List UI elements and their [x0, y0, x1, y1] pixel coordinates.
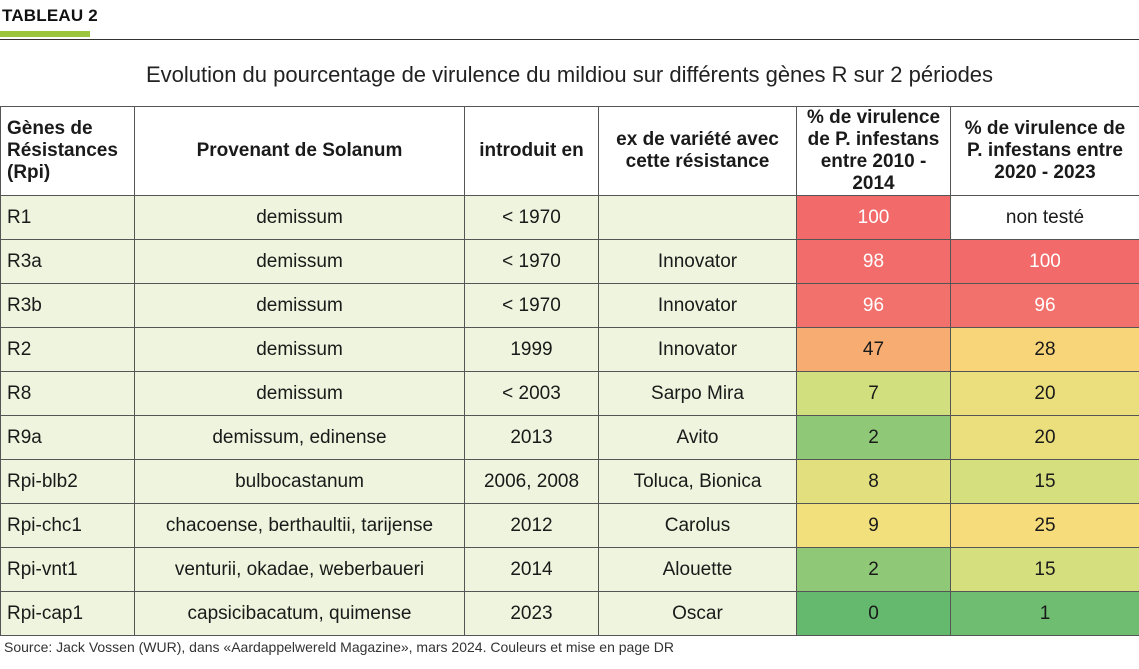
table-body: R1 demissum < 1970 100 non testé R3a demissum <… — [0, 195, 1139, 636]
cell-source: demissum — [134, 283, 465, 328]
table-row: Rpi-vnt1 venturii, okadae, weberbaueri 201… — [0, 547, 1139, 592]
cell-introduced: < 1970 — [464, 239, 599, 284]
header-divider — [0, 39, 1139, 40]
cell-introduced: < 1970 — [464, 283, 599, 328]
header-row: Gènes de Résistances (Rpi) Provenant de … — [0, 106, 1139, 196]
cell-virulence-2020: 1 — [950, 591, 1139, 636]
cell-gene: Rpi-blb2 — [0, 459, 135, 504]
table-row: R8 demissum < 2003 Sarpo Mira 7 20 — [0, 371, 1139, 416]
cell-gene: R2 — [0, 327, 135, 372]
table-row: Rpi-blb2 bulbocastanum 2006, 2008 Toluca, B… — [0, 459, 1139, 504]
cell-virulence-2010: 98 — [796, 239, 951, 284]
cell-virulence-2020: 96 — [950, 283, 1139, 328]
source-note: Source: Jack Vossen (WUR), dans «Aardapp… — [4, 639, 674, 655]
cell-virulence-2010: 7 — [796, 371, 951, 416]
table-row: R3b demissum < 1970 Innovator 96 96 — [0, 283, 1139, 328]
cell-virulence-2020: 15 — [950, 459, 1139, 504]
cell-gene: Rpi-vnt1 — [0, 547, 135, 592]
cell-virulence-2020: 100 — [950, 239, 1139, 284]
cell-virulence-2010: 47 — [796, 327, 951, 372]
header-virulence-2010: % de virulence de P. infestans entre 201… — [796, 106, 951, 196]
cell-gene: R8 — [0, 371, 135, 416]
cell-variety: Innovator — [598, 327, 797, 372]
cell-virulence-2010: 2 — [796, 415, 951, 460]
cell-variety: Oscar — [598, 591, 797, 636]
cell-gene: R1 — [0, 195, 135, 240]
cell-virulence-2010: 100 — [796, 195, 951, 240]
header-source: Provenant de Solanum — [134, 106, 465, 196]
table-row: Rpi-chc1 chacoense, berthaultii, tarijens… — [0, 503, 1139, 548]
header-introduced: introduit en — [464, 106, 599, 196]
cell-virulence-2020: 25 — [950, 503, 1139, 548]
cell-variety: Toluca, Bionica — [598, 459, 797, 504]
cell-source: chacoense, berthaultii, tarijense — [134, 503, 465, 548]
cell-virulence-2010: 8 — [796, 459, 951, 504]
table-row: R1 demissum < 1970 100 non testé — [0, 195, 1139, 240]
cell-virulence-2010: 0 — [796, 591, 951, 636]
cell-virulence-2020: 20 — [950, 371, 1139, 416]
cell-variety: Sarpo Mira — [598, 371, 797, 416]
cell-source: venturii, okadae, weberbaueri — [134, 547, 465, 592]
cell-virulence-2020: 28 — [950, 327, 1139, 372]
cell-introduced: 1999 — [464, 327, 599, 372]
cell-virulence-2010: 2 — [796, 547, 951, 592]
cell-source: capsicibacatum, quimense — [134, 591, 465, 636]
cell-source: demissum — [134, 327, 465, 372]
cell-source: demissum — [134, 371, 465, 416]
table-row: Rpi-cap1 capsicibacatum, quimense 2023 Osca… — [0, 591, 1139, 636]
cell-gene: Rpi-chc1 — [0, 503, 135, 548]
cell-variety: Alouette — [598, 547, 797, 592]
cell-source: demissum, edinense — [134, 415, 465, 460]
cell-variety — [598, 195, 797, 240]
table-row: R3a demissum < 1970 Innovator 98 100 — [0, 239, 1139, 284]
cell-virulence-2020: 20 — [950, 415, 1139, 460]
cell-variety: Innovator — [598, 239, 797, 284]
cell-introduced: 2023 — [464, 591, 599, 636]
cell-variety: Carolus — [598, 503, 797, 548]
header-virulence-2020: % de virulence de P. infestans entre 202… — [950, 106, 1139, 196]
cell-introduced: < 1970 — [464, 195, 599, 240]
cell-introduced: 2013 — [464, 415, 599, 460]
cell-variety: Innovator — [598, 283, 797, 328]
cell-virulence-2010: 9 — [796, 503, 951, 548]
cell-introduced: < 2003 — [464, 371, 599, 416]
cell-source: demissum — [134, 239, 465, 284]
cell-introduced: 2006, 2008 — [464, 459, 599, 504]
cell-source: demissum — [134, 195, 465, 240]
tag-accent-bar — [0, 31, 90, 37]
table-title: Evolution du pourcentage de virulence du… — [145, 62, 994, 87]
cell-gene: R9a — [0, 415, 135, 460]
cell-source: bulbocastanum — [134, 459, 465, 504]
cell-introduced: 2014 — [464, 547, 599, 592]
cell-virulence-2010: 96 — [796, 283, 951, 328]
cell-introduced: 2012 — [464, 503, 599, 548]
cell-variety: Avito — [598, 415, 797, 460]
cell-gene: R3b — [0, 283, 135, 328]
header-gene: Gènes de Résistances (Rpi) — [0, 106, 135, 196]
cell-virulence-2020: non testé — [950, 195, 1139, 240]
table-tag: TABLEAU 2 — [2, 6, 98, 25]
cell-gene: R3a — [0, 239, 135, 284]
cell-virulence-2020: 15 — [950, 547, 1139, 592]
table-row: R9a demissum, edinense 2013 Avito 2 20 — [0, 415, 1139, 460]
cell-gene: Rpi-cap1 — [0, 591, 135, 636]
table-row: R2 demissum 1999 Innovator 47 28 — [0, 327, 1139, 372]
virulence-table: Gènes de Résistances (Rpi) Provenant de … — [0, 106, 1139, 636]
header-variety: ex de variété avec cette résistance — [598, 106, 797, 196]
